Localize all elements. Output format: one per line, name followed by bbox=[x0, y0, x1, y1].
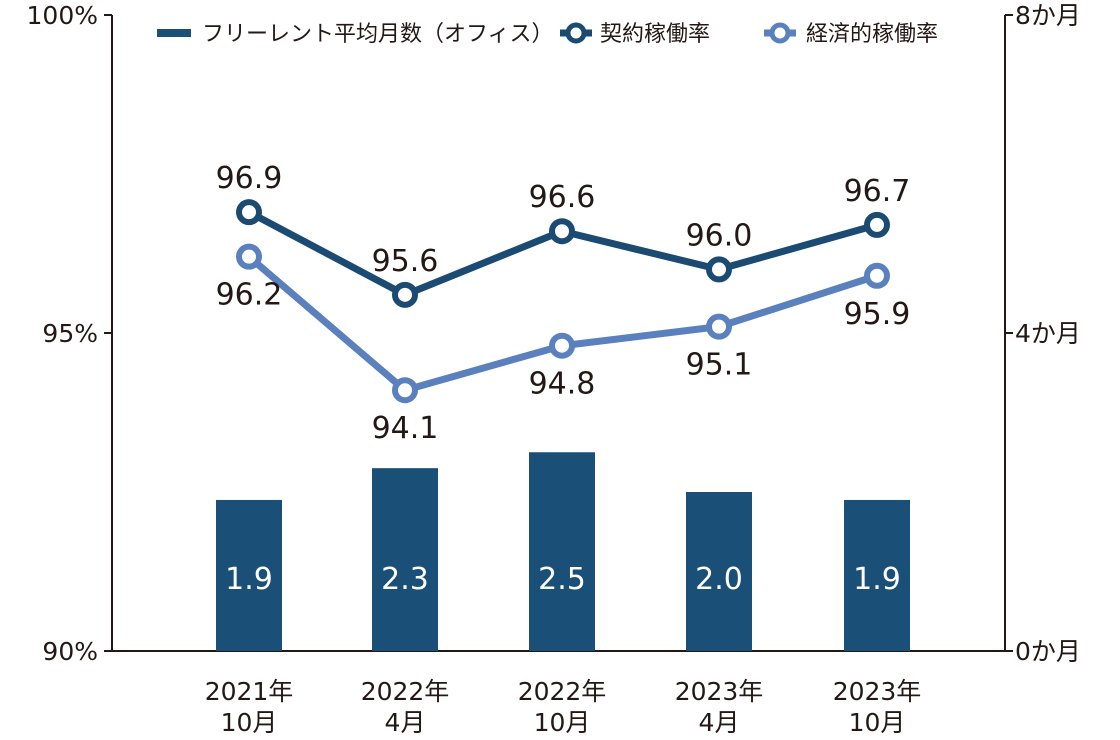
data-label: 96.2 bbox=[216, 278, 283, 313]
x-tick-label: 10月 bbox=[534, 708, 591, 737]
data-label: 96.0 bbox=[686, 218, 753, 253]
x-tick-label: 2022年 bbox=[518, 677, 607, 706]
bar-data-label: 1.9 bbox=[853, 562, 901, 597]
data-label: 94.1 bbox=[372, 411, 439, 446]
bar bbox=[372, 468, 438, 651]
data-point bbox=[864, 262, 890, 289]
bar bbox=[216, 499, 282, 651]
bar-data-label: 2.0 bbox=[695, 562, 743, 597]
right-tick-label: 4か月 bbox=[1015, 319, 1081, 348]
legend-label: 契約稼働率 bbox=[600, 22, 710, 47]
bar-data-label: 2.5 bbox=[538, 562, 586, 597]
x-tick-label: 2023年 bbox=[675, 677, 764, 706]
legend-label: フリーレント平均月数（オフィス） bbox=[202, 22, 554, 47]
data-point bbox=[236, 199, 262, 226]
left-tick-label: 100% bbox=[27, 1, 98, 30]
x-tick-label: 10月 bbox=[221, 708, 278, 737]
data-point bbox=[392, 377, 418, 404]
bar bbox=[686, 492, 752, 651]
data-point bbox=[706, 313, 732, 340]
data-point bbox=[864, 211, 890, 238]
x-tick-label: 4月 bbox=[385, 708, 426, 737]
right-tick-label: 0か月 bbox=[1015, 637, 1081, 666]
data-label: 96.7 bbox=[844, 174, 911, 209]
legend-marker bbox=[769, 22, 791, 44]
x-tick-label: 4月 bbox=[699, 708, 740, 737]
data-point bbox=[549, 332, 575, 359]
left-tick-label: 95% bbox=[42, 319, 98, 348]
legend-label: 経済的稼働率 bbox=[806, 22, 938, 47]
data-label: 96.9 bbox=[216, 161, 283, 196]
data-label: 94.8 bbox=[529, 367, 596, 402]
x-tick-label: 2023年 bbox=[833, 677, 922, 706]
data-point bbox=[236, 243, 262, 270]
right-tick-label: 8か月 bbox=[1015, 1, 1081, 30]
legend-marker bbox=[565, 22, 587, 44]
x-tick-label: 2022年 bbox=[361, 677, 450, 706]
x-tick-label: 2021年 bbox=[205, 677, 294, 706]
bar-data-label: 1.9 bbox=[225, 562, 273, 597]
bar-data-label: 2.3 bbox=[381, 562, 429, 597]
data-point bbox=[392, 281, 418, 308]
left-tick-label: 90% bbox=[42, 637, 98, 666]
bar bbox=[529, 452, 595, 651]
data-label: 96.6 bbox=[529, 180, 596, 215]
legend-bar-swatch bbox=[157, 29, 191, 37]
data-label: 95.9 bbox=[844, 297, 911, 332]
data-label: 95.6 bbox=[372, 244, 439, 279]
bar bbox=[844, 499, 910, 651]
data-point bbox=[706, 256, 732, 283]
data-label: 95.1 bbox=[686, 348, 753, 383]
data-point bbox=[549, 218, 575, 245]
x-tick-label: 10月 bbox=[849, 708, 906, 737]
